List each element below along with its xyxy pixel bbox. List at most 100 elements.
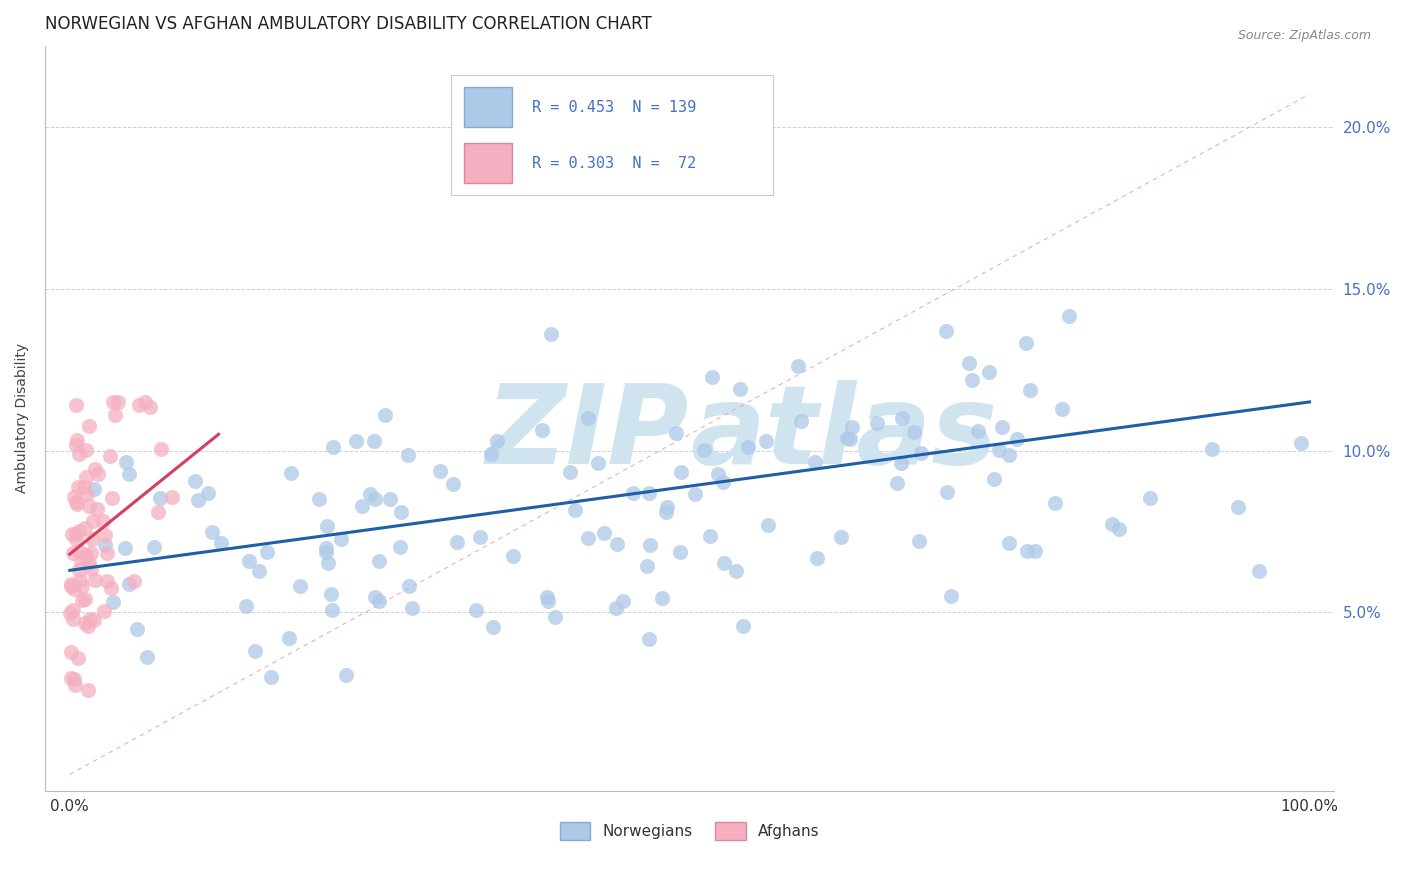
Point [256,544,278,558]
Point [606,537,628,551]
Point [804,455,827,469]
Point [83,462,105,476]
Point [82,532,104,546]
Point [1226,500,1249,515]
Point [470,530,492,544]
Point [76,619,98,633]
Point [998,448,1021,462]
Point [146,505,169,519]
Point [67,544,90,558]
Point [67,563,90,577]
Point [374,408,396,422]
Point [1018,383,1040,397]
Point [711,475,734,490]
Point [160,490,183,504]
Point [69,554,91,568]
Point [247,565,270,579]
Point [352,500,374,514]
Point [315,541,337,555]
Point [77,500,100,514]
Point [886,475,908,490]
Point [737,440,759,454]
Point [441,476,464,491]
Point [79,418,101,433]
Point [755,434,778,449]
Point [86,502,108,516]
Point [75,548,97,562]
Point [707,467,730,481]
Point [835,431,858,445]
Point [967,424,990,438]
Point [70,593,93,607]
Point [60,671,83,685]
Point [101,594,124,608]
Point [100,581,122,595]
Point [83,614,105,628]
Point [683,487,706,501]
Text: ZIP: ZIP [486,379,689,486]
Point [389,505,412,519]
Point [638,538,661,552]
Point [988,443,1011,458]
Point [65,398,87,412]
Point [69,574,91,588]
Point [122,574,145,588]
Point [62,490,84,504]
Point [389,540,412,554]
Point [1050,401,1073,416]
Point [841,420,863,434]
Point [201,524,224,539]
Point [128,398,150,412]
Point [957,356,980,370]
Point [76,487,98,501]
Point [73,616,96,631]
Point [65,438,87,452]
Point [479,447,502,461]
Point [319,586,342,600]
Point [278,631,301,645]
Point [378,492,401,507]
Point [700,370,723,384]
Legend: Norwegians, Afghans: Norwegians, Afghans [554,816,825,847]
Point [1139,491,1161,505]
Point [127,622,149,636]
Point [787,359,810,374]
Point [1108,522,1130,536]
Point [839,432,862,446]
Point [107,395,129,409]
Point [91,514,114,528]
Point [1289,435,1312,450]
Point [280,466,302,480]
Point [588,456,610,470]
Point [84,573,107,587]
Point [243,644,266,658]
Point [908,534,931,549]
Point [149,442,172,457]
Point [398,579,420,593]
Point [63,678,86,692]
Point [939,589,962,603]
Point [890,456,912,470]
Point [1057,310,1080,324]
Point [63,672,86,686]
Point [1024,544,1046,558]
Point [903,425,925,439]
Point [482,620,505,634]
Point [983,472,1005,486]
Point [66,650,89,665]
Point [368,553,391,567]
Point [910,446,932,460]
Point [464,602,486,616]
Point [238,554,260,568]
Point [288,579,311,593]
Point [560,466,582,480]
Point [728,382,751,396]
Point [143,540,166,554]
Text: atlas: atlas [689,379,997,486]
Point [115,455,138,469]
Point [79,562,101,576]
Point [363,590,385,604]
Point [235,599,257,614]
Point [891,411,914,425]
Point [66,497,89,511]
